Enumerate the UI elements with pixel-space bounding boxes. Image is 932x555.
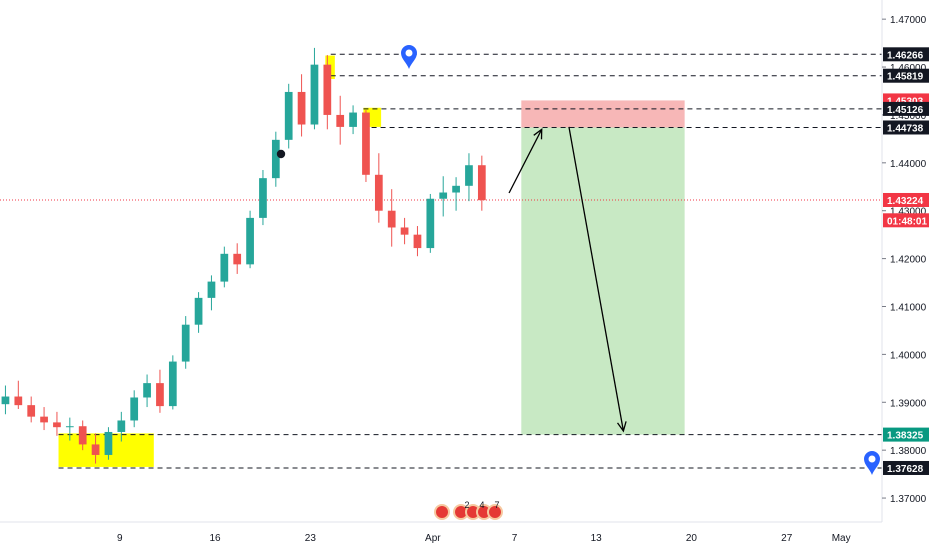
candle-body[interactable]: [78, 426, 87, 445]
price-label-text: 01:48:01: [887, 216, 927, 227]
price-tick-label: 1.40000: [890, 350, 927, 361]
candle-body[interactable]: [40, 416, 48, 423]
candle-body[interactable]: [426, 198, 435, 249]
time-tick-label: Apr: [425, 533, 441, 544]
candle-body[interactable]: [439, 192, 448, 199]
candle-body[interactable]: [271, 139, 280, 179]
price-tick-label: 1.44000: [890, 159, 927, 170]
candle-body[interactable]: [65, 426, 74, 428]
candle-body[interactable]: [104, 431, 113, 455]
candle-body[interactable]: [168, 361, 177, 407]
time-tick-label: 23: [305, 533, 317, 544]
idea-pin-icon-right[interactable]: [864, 451, 880, 475]
candle-body[interactable]: [465, 165, 473, 186]
candle-body[interactable]: [374, 174, 383, 211]
candle-body[interactable]: [452, 185, 460, 193]
price-label-box[interactable]: [883, 460, 929, 475]
price-label-box[interactable]: [883, 213, 929, 228]
candle-body[interactable]: [284, 91, 293, 140]
time-tick-label: 16: [209, 533, 221, 544]
price-label-box[interactable]: [883, 192, 929, 207]
candle-body[interactable]: [14, 396, 23, 406]
price-label-box[interactable]: [883, 47, 929, 62]
time-tick-label: 20: [686, 533, 698, 544]
time-tick-label: 7: [512, 533, 518, 544]
candle-body[interactable]: [349, 112, 357, 127]
candle-body[interactable]: [117, 420, 126, 432]
candle-body[interactable]: [143, 383, 151, 398]
stop-loss-zone[interactable]: [521, 100, 685, 128]
price-label-box[interactable]: [883, 120, 929, 135]
candle-body[interactable]: [246, 217, 254, 265]
alarm-clock-icon[interactable]: [276, 149, 286, 159]
candle-body[interactable]: [413, 234, 422, 249]
candle-body[interactable]: [130, 397, 139, 421]
candle-body[interactable]: [156, 383, 164, 407]
price-label-text: 1.37628: [887, 464, 924, 475]
trend-arrow-line-1[interactable]: [568, 126, 625, 432]
candle-body[interactable]: [181, 324, 190, 362]
price-tick-label: 1.42000: [890, 255, 927, 266]
candle-body[interactable]: [53, 422, 61, 428]
arrow-head-icon: [616, 421, 627, 433]
price-tick-label: 1.43000: [890, 207, 927, 218]
candle-body[interactable]: [387, 210, 396, 228]
trend-arrow-line-0[interactable]: [508, 129, 543, 194]
price-tick-label: 1.41000: [890, 302, 927, 313]
idea-pin-icon[interactable]: [401, 45, 417, 69]
candle-body[interactable]: [194, 297, 203, 325]
price-label-text: 1.45819: [887, 72, 924, 83]
event-count: 4: [479, 500, 484, 510]
candle-body[interactable]: [233, 253, 242, 265]
price-label-box[interactable]: [883, 427, 929, 442]
price-label-box[interactable]: [883, 68, 929, 83]
time-tick-label: 27: [781, 533, 793, 544]
event-count: 7: [494, 500, 499, 510]
candle-body[interactable]: [27, 405, 36, 417]
candle-body[interactable]: [297, 91, 306, 125]
candle-body[interactable]: [400, 227, 409, 235]
candle-body[interactable]: [323, 64, 332, 115]
price-label-box[interactable]: [883, 101, 929, 116]
price-tick-label: 1.38000: [890, 446, 927, 457]
candle-body[interactable]: [310, 64, 319, 125]
price-tick-label: 1.39000: [890, 398, 927, 409]
time-tick-label: 13: [591, 533, 603, 544]
idea-pin-icon-dot: [405, 49, 413, 57]
event-flag-icon[interactable]: [434, 504, 450, 520]
candle-body[interactable]: [1, 396, 10, 405]
price-label-text: 1.43224: [887, 196, 924, 207]
time-tick-label: May: [832, 533, 851, 544]
take-profit-zone[interactable]: [521, 127, 685, 435]
price-tick-label: 1.45000: [890, 111, 927, 122]
price-tick-label: 1.47000: [890, 15, 927, 26]
idea-pin-icon-right-dot: [868, 455, 876, 463]
price-tick-label: 1.37000: [890, 494, 927, 505]
candle-body[interactable]: [259, 178, 267, 218]
event-flag-icon[interactable]: [487, 504, 503, 520]
price-tick-label: 1.46000: [890, 63, 927, 74]
time-tick-label: 9: [117, 533, 123, 544]
candle-body[interactable]: [477, 165, 486, 201]
candle-body[interactable]: [362, 112, 370, 175]
event-count: 2: [464, 500, 469, 510]
price-label-text: 1.38325: [887, 431, 924, 442]
candle-body[interactable]: [336, 114, 345, 127]
candle-body[interactable]: [207, 281, 216, 298]
price-label-text: 1.44738: [887, 123, 924, 134]
price-label-text: 1.45126: [887, 105, 924, 116]
candle-body[interactable]: [220, 253, 229, 282]
price-label-text: 1.46266: [887, 50, 924, 61]
candle-body[interactable]: [91, 444, 100, 455]
arrow-head-icon: [533, 127, 543, 140]
